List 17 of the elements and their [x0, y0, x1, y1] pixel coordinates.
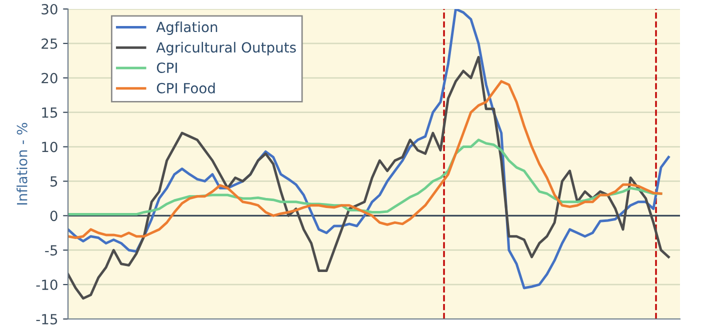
y-tick-label: 0 — [50, 210, 58, 222]
y-tick-label: 20 — [42, 72, 58, 84]
y-tick-label: 10 — [42, 142, 58, 152]
legend-label: CPI Food — [156, 82, 215, 94]
y-tick-label: -10 — [36, 280, 58, 290]
legend-label: CPI — [156, 62, 177, 74]
y-tick-label: 15 — [42, 107, 58, 118]
legend-label: Agflation — [156, 22, 218, 35]
y-axis-title: Inflation - % — [16, 122, 28, 205]
y-tick-label: 5 — [50, 176, 58, 187]
y-tick-label: -5 — [45, 245, 58, 256]
legend-label: Agricultural Outputs — [156, 42, 296, 56]
line-series — [68, 80, 662, 239]
y-tick-label: 25 — [42, 38, 58, 49]
line-series — [68, 56, 670, 300]
y-tick-label: -15 — [36, 314, 58, 324]
y-tick-label: 30 — [42, 4, 58, 14]
